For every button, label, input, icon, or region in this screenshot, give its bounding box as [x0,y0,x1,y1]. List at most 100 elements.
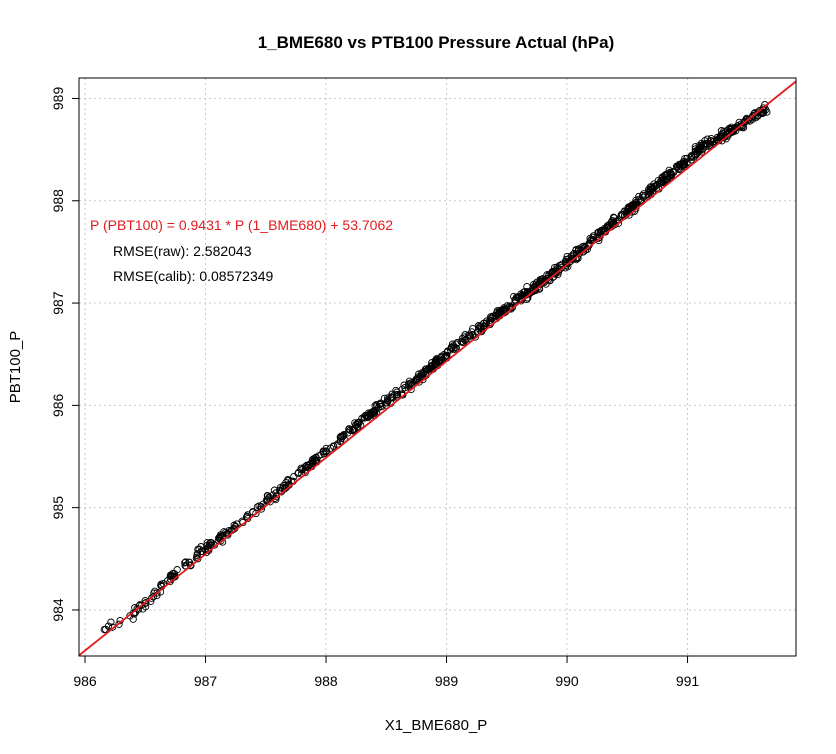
fit-line-group [79,80,796,656]
data-point [270,486,279,494]
data-point [166,577,174,586]
x-tick-label: 986 [73,673,97,689]
data-point [126,612,134,620]
x-tick-label: 987 [194,673,218,689]
data-point [629,201,638,209]
data-point [431,356,440,365]
data-point [319,447,327,455]
data-point [469,330,477,339]
data-point [457,338,465,346]
data-point [449,345,458,353]
data-point [139,605,147,613]
data-point [661,171,670,180]
data-point [692,151,700,159]
data-point [496,308,504,316]
data-point [572,254,580,263]
x-axis: 986 987 988 989 990 991 [73,656,699,689]
data-point [461,331,469,339]
data-point [699,140,708,148]
data-point [529,287,537,296]
data-point [299,465,307,473]
data-point [666,170,674,179]
data-point [107,618,115,626]
data-point [579,248,587,256]
data-point [348,426,356,434]
data-point [479,323,488,331]
data-point [600,224,609,233]
data-point [494,310,503,318]
data-point [595,236,603,245]
y-axis: 984 985 986 987 988 989 [50,87,79,622]
data-point [639,190,648,198]
data-point [707,137,715,145]
data-point [361,411,370,420]
x-axis-label: X1_BME680_P [385,717,488,734]
rmse-calib: RMSE(calib): 0.08572349 [113,268,274,284]
data-point [519,288,528,296]
data-point [650,180,658,188]
data-point [217,537,225,545]
y-tick-label: 986 [50,393,66,417]
data-point [233,520,241,528]
data-point [565,258,574,266]
data-point [330,442,338,451]
data-point [658,173,666,181]
data-point [723,126,731,135]
data-point [349,427,358,435]
data-point [608,217,616,225]
data-point [405,380,413,388]
rmse-raw: RMSE(raw): 2.582043 [113,243,252,259]
data-point [550,263,559,272]
data-point [367,411,375,419]
y-tick-label: 987 [50,291,66,315]
data-point [255,502,263,510]
data-point [417,373,425,381]
data-point [741,117,749,125]
data-point [382,399,390,407]
data-point [437,353,445,362]
data-point [728,128,736,136]
data-point [596,229,604,238]
data-point [353,420,361,428]
grid-lines [79,78,796,656]
data-point [393,391,401,399]
data-point [478,324,486,332]
data-point [384,397,392,405]
y-tick-label: 988 [50,189,66,213]
data-point [108,623,117,631]
data-point [338,434,346,442]
data-point [467,332,475,340]
data-point [220,528,228,536]
data-point [427,362,435,370]
data-point [264,494,273,502]
data-point [717,127,726,135]
data-point [149,593,157,601]
data-point [312,456,320,464]
data-point [252,509,260,518]
data-point [197,543,205,551]
data-point [398,385,406,393]
data-point [153,589,161,597]
data-point [304,461,312,469]
data-point [511,297,520,305]
data-point [104,622,113,630]
data-point [279,482,288,490]
y-tick-label: 984 [50,598,66,622]
data-point [691,143,699,151]
data-point [702,140,710,149]
data-point [376,399,385,407]
data-point [310,454,318,463]
data-point [173,566,181,574]
data-point [635,195,643,204]
data-point [225,526,233,535]
data-point [716,132,724,141]
data-point [360,413,368,421]
data-point [193,550,202,558]
data-point [284,477,292,485]
data-point [323,448,331,456]
data-point [627,202,636,210]
data-point [115,620,123,628]
data-point [657,177,665,185]
data-point [696,144,704,153]
